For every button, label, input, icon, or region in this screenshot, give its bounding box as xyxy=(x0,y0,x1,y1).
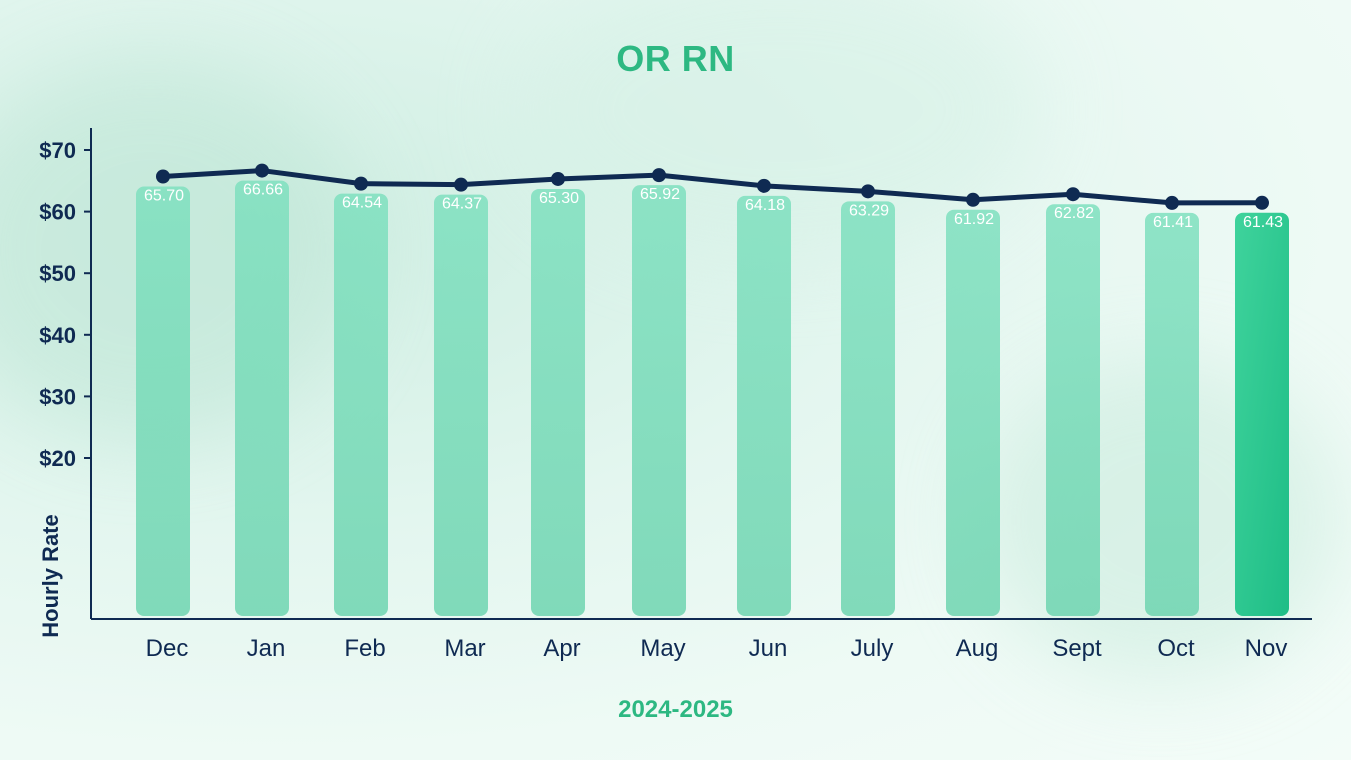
chart-title: OR RN xyxy=(616,38,735,79)
y-tick-label-30: $30 xyxy=(39,384,76,409)
trend-point-jan xyxy=(255,163,269,178)
y-tick-label-70: $70 xyxy=(39,138,76,163)
x-ticks-group: Dec Jan Feb Mar Apr May Jun July Aug Sept Oct Nov xyxy=(146,635,1288,662)
data-label-jun: 64.18 xyxy=(745,197,785,214)
trend-line-group xyxy=(156,163,1269,210)
bar-sept xyxy=(1046,204,1100,616)
bar-jun xyxy=(737,195,791,616)
data-label-aug: 61.92 xyxy=(954,211,994,228)
data-label-may: 65.92 xyxy=(640,186,680,203)
trend-point-mar xyxy=(454,177,468,192)
data-label-jan: 66.66 xyxy=(243,182,283,199)
trend-point-feb xyxy=(354,176,368,191)
x-tick-apr: Apr xyxy=(543,635,580,662)
trend-point-dec xyxy=(156,169,170,184)
y-tick-label-20: $20 xyxy=(39,446,76,471)
bar-apr xyxy=(531,188,585,616)
data-labels-group: 65.70 66.66 64.54 64.37 65.30 65.92 64.18 63.29… xyxy=(144,182,1283,231)
data-label-dec: 65.70 xyxy=(144,187,184,204)
y-tick-label-50: $50 xyxy=(39,261,76,286)
x-tick-jan: Jan xyxy=(247,635,286,662)
data-label-feb: 64.54 xyxy=(342,195,382,212)
x-tick-jun: Jun xyxy=(749,635,788,662)
x-tick-july: July xyxy=(851,635,894,662)
data-label-sept: 62.82 xyxy=(1054,205,1094,222)
bar-oct xyxy=(1145,212,1199,616)
bar-jan xyxy=(235,180,289,616)
bar-dec xyxy=(136,186,190,616)
trend-point-oct xyxy=(1165,195,1179,210)
x-tick-sept: Sept xyxy=(1052,635,1102,662)
trend-point-sept xyxy=(1066,187,1080,202)
data-label-nov: 61.43 xyxy=(1243,214,1283,231)
x-tick-oct: Oct xyxy=(1157,635,1195,662)
bar-may xyxy=(632,185,686,616)
trend-point-july xyxy=(861,184,875,199)
x-tick-feb: Feb xyxy=(344,635,385,662)
data-label-july: 63.29 xyxy=(849,202,889,219)
y-axis-label: Hourly Rate xyxy=(38,514,63,637)
trend-point-may xyxy=(652,168,666,183)
x-tick-mar: Mar xyxy=(444,635,485,662)
axes-group xyxy=(90,128,1312,620)
trend-point-nov xyxy=(1255,195,1269,210)
data-label-mar: 64.37 xyxy=(442,196,482,213)
y-tick-label-60: $60 xyxy=(39,200,76,225)
x-axis-label: 2024-2025 xyxy=(618,696,733,723)
y-ticks-group: $20 $30 $40 $50 $60 $70 xyxy=(39,138,91,471)
trend-line xyxy=(162,168,1263,206)
x-tick-dec: Dec xyxy=(146,635,189,662)
bar-aug xyxy=(946,209,1000,616)
bar-nov xyxy=(1235,212,1289,616)
bar-feb xyxy=(334,193,388,616)
x-tick-aug: Aug xyxy=(956,635,999,662)
x-tick-nov: Nov xyxy=(1245,635,1288,662)
y-tick-label-40: $40 xyxy=(39,323,76,348)
trend-point-apr xyxy=(551,171,565,186)
bars-group xyxy=(136,180,1289,617)
bar-july xyxy=(841,201,895,616)
data-label-apr: 65.30 xyxy=(539,190,579,207)
trend-point-aug xyxy=(966,192,980,207)
bar-mar xyxy=(434,194,488,617)
data-label-oct: 61.41 xyxy=(1153,214,1193,231)
x-tick-may: May xyxy=(640,635,685,662)
trend-point-jun xyxy=(757,178,771,193)
